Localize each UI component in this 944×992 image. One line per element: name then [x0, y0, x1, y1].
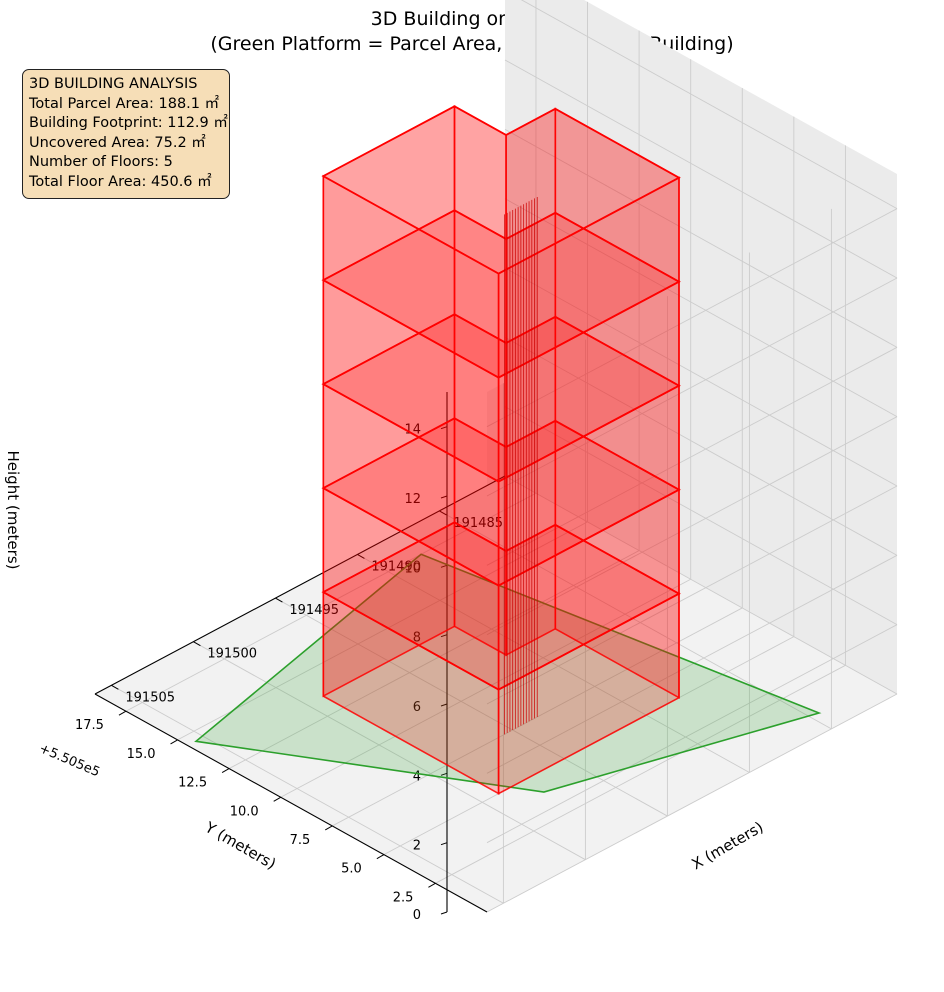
y-grid-line-floor	[280, 578, 691, 798]
x-tick-label: 191495	[289, 603, 339, 618]
x-tick-label: 191490	[371, 559, 421, 574]
y-tick-mark	[170, 739, 178, 745]
y-grid-line-floor	[435, 664, 846, 884]
x-tick-label: 191500	[207, 647, 257, 662]
z-tick-label: 12	[404, 492, 421, 507]
z-grid-line-left	[486, 485, 898, 705]
y-tick-label: 17.5	[75, 718, 104, 733]
y-tick-label: 12.5	[178, 776, 207, 791]
axis-lines	[94, 392, 506, 915]
z-tick-mark	[440, 564, 448, 568]
x-axis-label: X (meters)	[688, 818, 766, 873]
analysis-footprint: Building Footprint: 112.9 ㎡	[29, 115, 228, 131]
z-tick-mark	[440, 634, 448, 638]
z-tick-mark	[440, 911, 448, 915]
x-tick-mark	[111, 684, 119, 690]
x-grid-line-floor	[193, 641, 586, 861]
z-tick-label: 14	[404, 423, 421, 438]
x-tick-mark	[193, 641, 201, 647]
x-tick-label: 191505	[125, 690, 175, 705]
floor-slab	[321, 521, 681, 691]
y-tick-mark	[325, 825, 333, 831]
y-axis-label: Y (meters)	[201, 818, 279, 873]
z-tick-label: 6	[413, 700, 421, 715]
scene	[194, 104, 822, 795]
y-tick-label: 5.0	[341, 862, 362, 877]
z-grid-line-left	[486, 624, 898, 844]
floor-slab	[321, 313, 681, 483]
analysis-heading: 3D BUILDING ANALYSIS	[29, 76, 198, 92]
y-tick-label: 10.0	[230, 804, 259, 819]
z-grid-line-right	[520, 0, 898, 210]
x-axis-line	[94, 475, 506, 695]
x-tick-label: 191485	[453, 516, 503, 531]
y-tick-mark	[376, 854, 385, 860]
z-tick-label: 8	[413, 631, 421, 646]
back-right-pane	[505, 0, 897, 694]
z-grid-line-right	[504, 59, 898, 279]
z-grid-line-right	[504, 267, 898, 487]
z-grid-line-right	[504, 128, 898, 348]
analysis-floors: Number of Floors: 5	[29, 154, 173, 170]
x-grid-line-floor	[275, 597, 668, 817]
floor-slab	[321, 209, 681, 379]
z-tick-mark	[440, 426, 448, 430]
x-grid-line-floor	[357, 554, 750, 773]
z-tick-mark	[440, 495, 448, 499]
y-tick-label: 2.5	[393, 890, 414, 905]
y-tick-label: 7.5	[290, 833, 311, 848]
z-tick-label: 4	[413, 769, 421, 784]
z-tick-mark	[440, 703, 448, 707]
z-tick-mark	[440, 842, 448, 846]
z-tick-mark	[440, 772, 448, 776]
axis-panes	[95, 0, 897, 912]
y-tick-mark	[428, 882, 436, 888]
z-grid-line-left	[486, 693, 898, 913]
z-tick-label: 2	[413, 839, 421, 854]
y-offset-label: +5.505e5	[37, 741, 102, 780]
z-grid-line-left	[486, 554, 898, 774]
y-tick-label: 15.0	[127, 747, 156, 762]
analysis-parcel-area: Total Parcel Area: 188.1 ㎡	[29, 95, 220, 112]
z-axis-label: Height (meters)	[4, 451, 22, 570]
y-axis-line	[94, 693, 488, 913]
y-grid-line-floor	[228, 550, 640, 769]
y-tick-mark	[221, 768, 230, 774]
y-tick-mark	[273, 796, 281, 802]
analysis-box: 3D BUILDING ANALYSIS Total Parcel Area: …	[22, 69, 230, 199]
tick-labels: 191485 191490 191495 191500 191505 2.5 5.0 7.5 1…	[75, 423, 503, 923]
z-grid-line-right	[504, 336, 898, 556]
y-grid-line-floor	[177, 521, 588, 741]
analysis-uncovered: Uncovered Area: 75.2 ㎡	[29, 134, 206, 151]
x-tick-mark	[275, 597, 283, 603]
z-grid-line-right	[504, 475, 898, 695]
floor-slab	[321, 417, 681, 587]
x-tick-mark	[357, 554, 365, 559]
analysis-floor-area: Total Floor Area: 450.6 ㎡	[29, 173, 212, 190]
x-grid-line-floor	[111, 684, 504, 904]
y-tick-mark	[118, 710, 127, 716]
grid-lines	[111, 0, 898, 913]
floor-slab	[321, 105, 681, 275]
x-tick-mark	[439, 510, 447, 516]
z-tick-label: 0	[413, 908, 421, 923]
